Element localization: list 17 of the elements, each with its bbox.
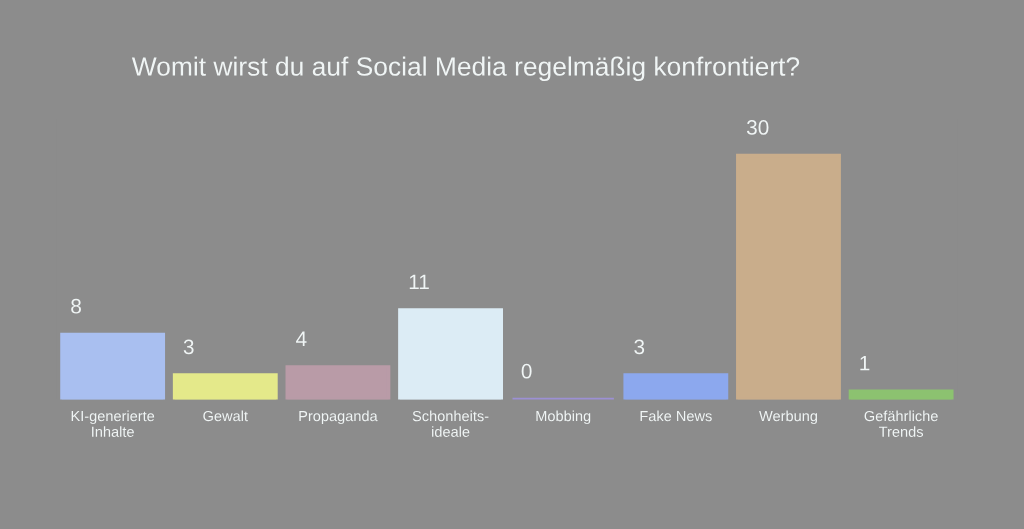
x-tick-label: Mobbing: [536, 410, 591, 425]
x-tick-label: Gewalt: [203, 410, 248, 422]
x-tick-label: Fake News: [640, 410, 712, 422]
data-label: 4: [296, 331, 307, 346]
x-tick-label: Schonheits- ideale: [412, 410, 489, 437]
chart-title: Womit wirst du auf Social Media regelmäßig konfrontiert?: [131, 56, 800, 82]
x-tick-label: Werbung: [759, 410, 817, 425]
x-tick-label: Propaganda: [299, 410, 378, 425]
data-label: 0: [521, 363, 532, 379]
x-tick-label: KI-generierte Inhalte: [71, 410, 155, 437]
data-label: 3: [634, 339, 645, 355]
x-tick-label: Gefährliche Trends: [864, 410, 938, 437]
data-label: 30: [746, 120, 769, 135]
data-label: 1: [860, 355, 870, 371]
data-label: 3: [183, 339, 194, 355]
data-label: 8: [71, 298, 81, 314]
data-label: 11: [409, 274, 429, 290]
